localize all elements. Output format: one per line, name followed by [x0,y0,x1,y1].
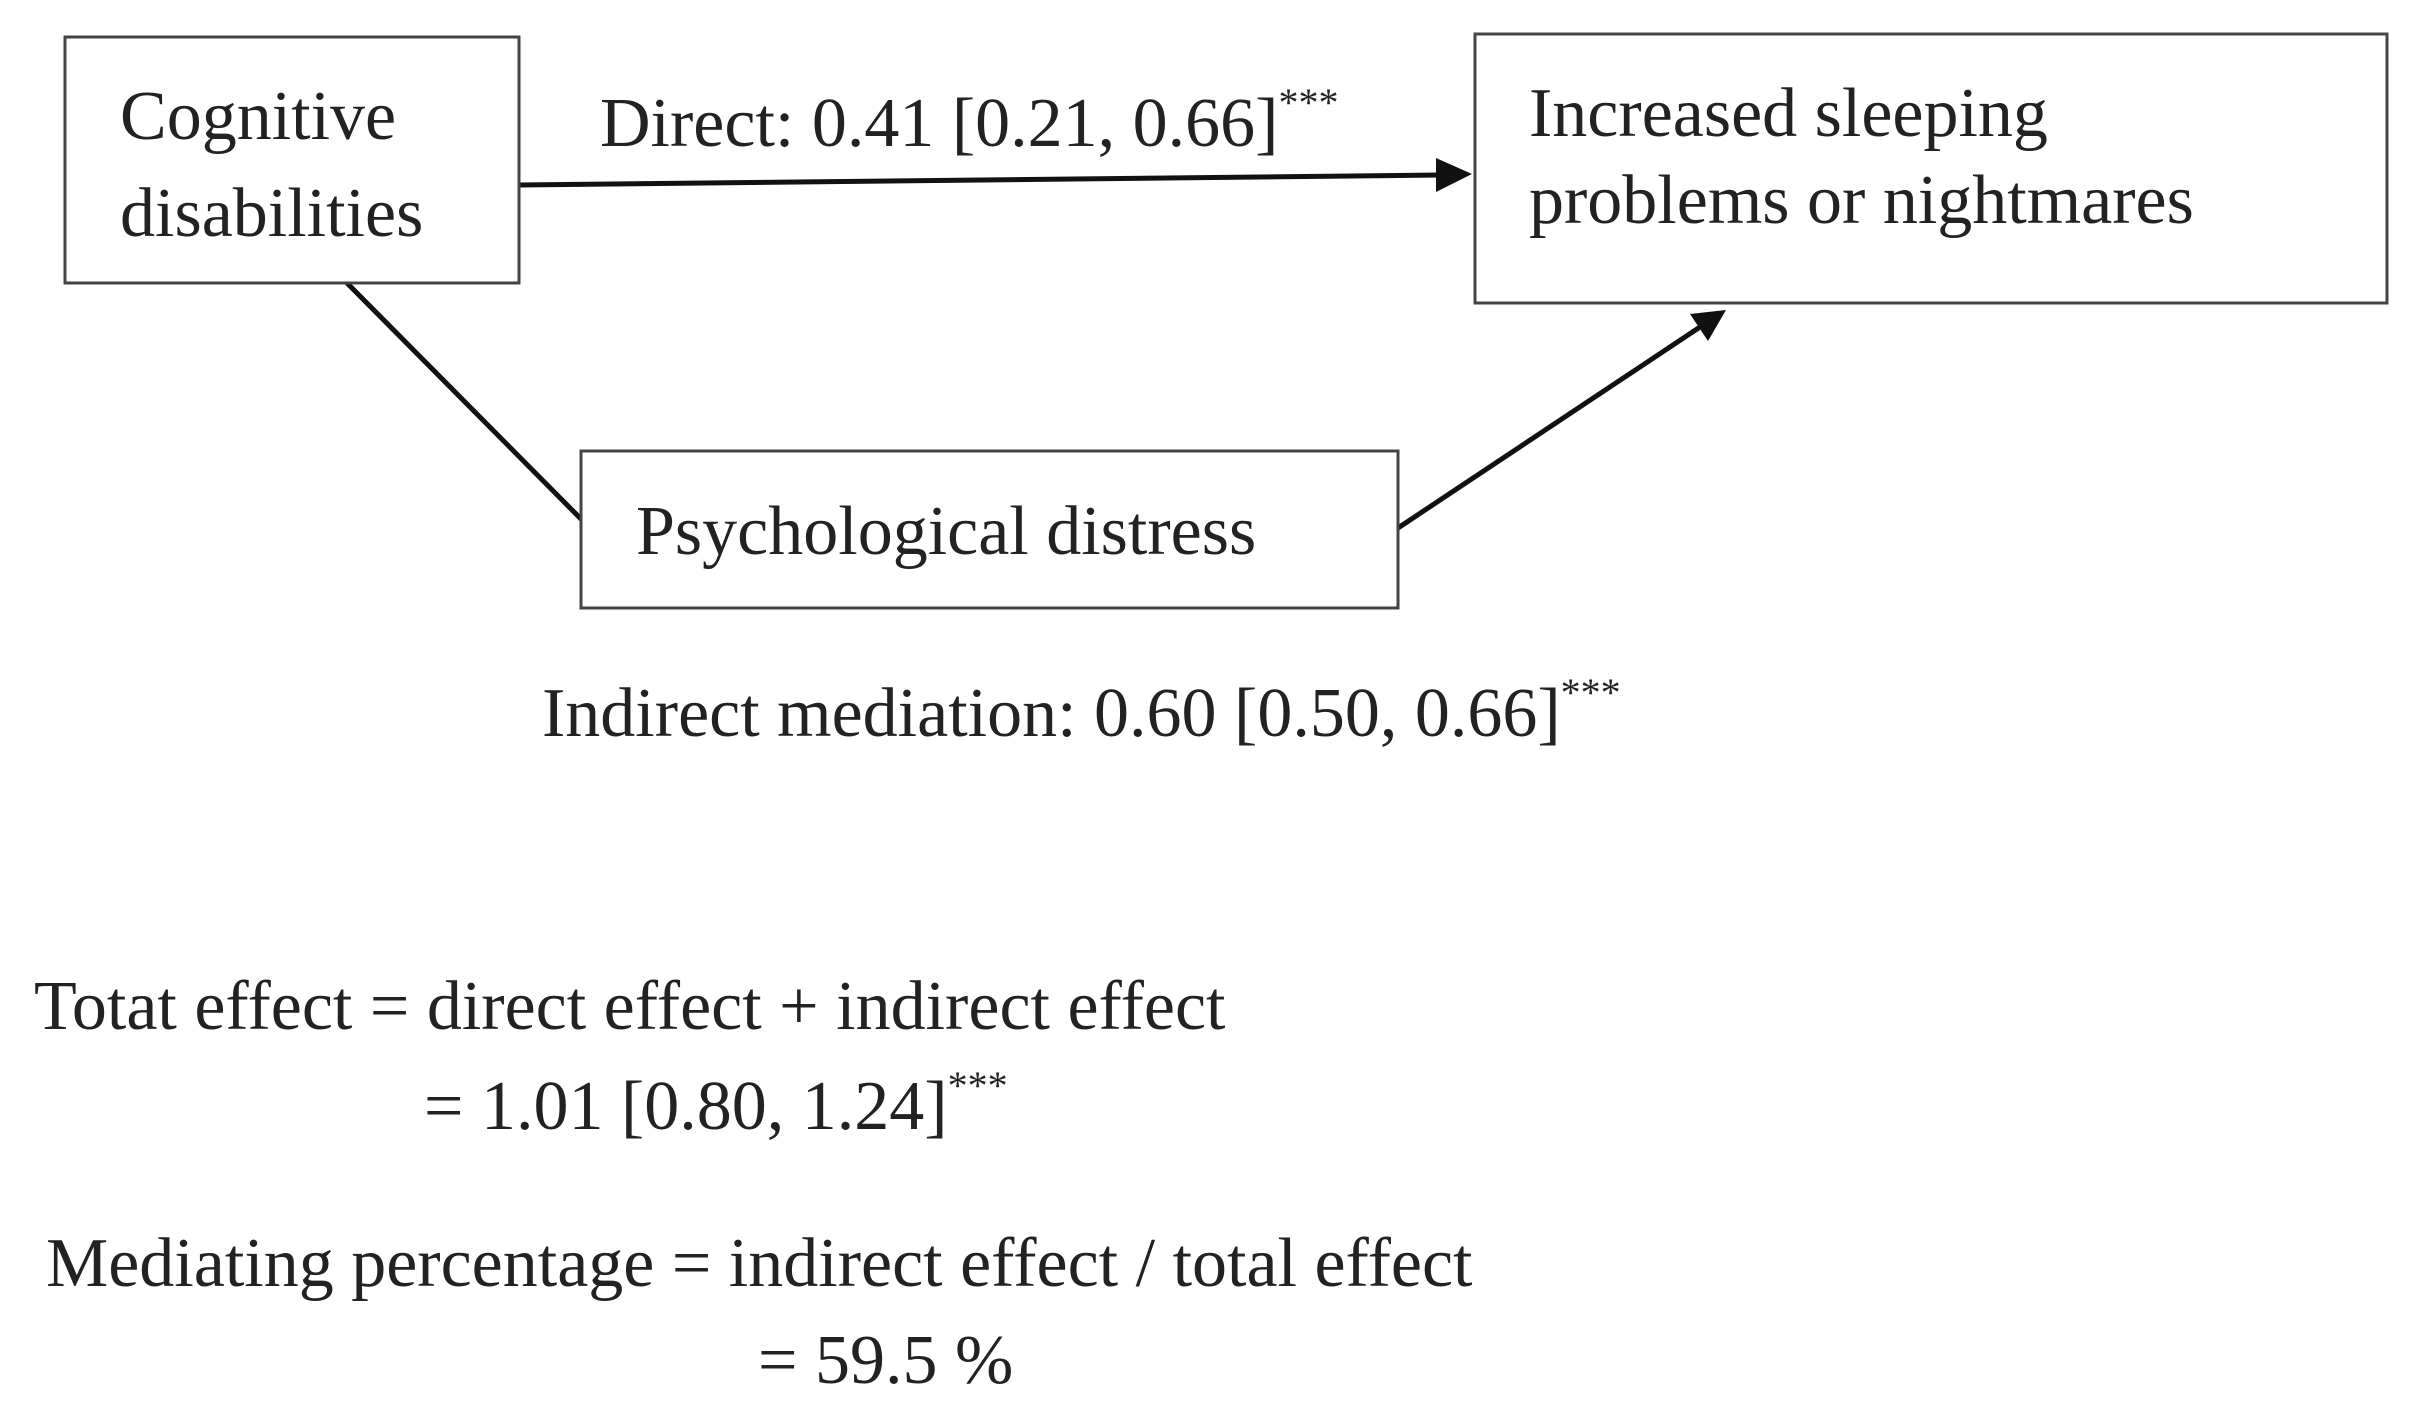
path-line [345,281,584,522]
node-label: Psychological distress [636,493,1256,570]
edge-label-text: Direct: 0.41 [0.21, 0.66] [600,85,1278,162]
significance: *** [1561,670,1621,715]
formula-line: Totat effect = direct effect + indirect … [34,968,1226,1045]
indirect-arrow [1396,324,1702,531]
formula-line: Mediating percentage = indirect effect /… [46,1225,1473,1302]
node-label: problems or nightmares [1529,162,2194,239]
node-box [1473,32,2389,305]
node-box [63,35,521,285]
significance: *** [948,1063,1008,1108]
node-label: Cognitive [120,78,396,155]
arrowhead [1690,310,1726,341]
edge-label: Indirect mediation: 0.60 [0.50, 0.66]*** [542,670,1621,752]
arrowhead [1436,158,1472,192]
significance: *** [1278,80,1338,125]
edge-label-text: Indirect mediation: 0.60 [0.50, 0.66] [542,675,1561,752]
edge-label: Direct: 0.41 [0.21, 0.66]*** [600,80,1338,162]
node-label: Increased sleeping [1529,75,2048,152]
formula-line: = 59.5 % [758,1322,1013,1399]
formula-text: = 1.01 [0.80, 1.24] [424,1068,948,1145]
node-box [579,449,1400,610]
formula-line: = 1.01 [0.80, 1.24]*** [424,1063,1008,1145]
node-label: disabilities [120,175,423,252]
direct-arrow [518,172,1441,188]
